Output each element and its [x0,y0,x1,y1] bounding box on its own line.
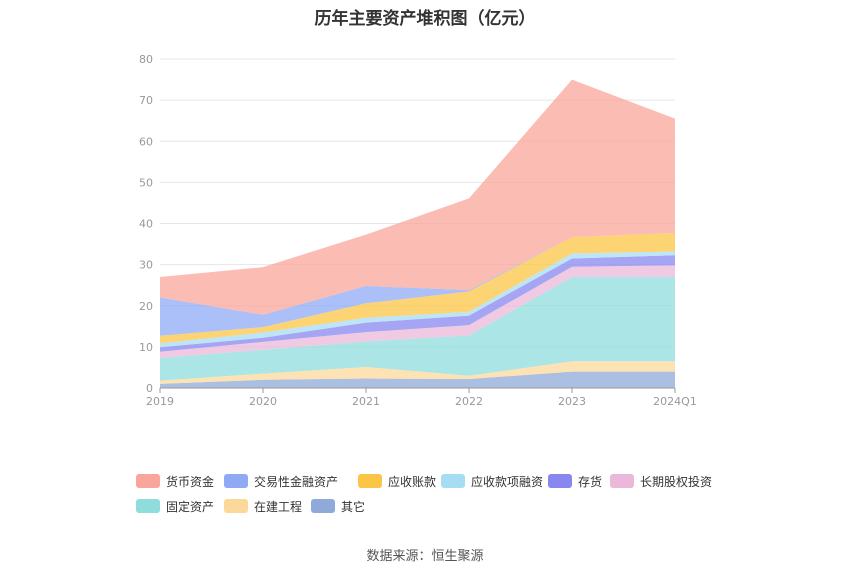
x-tick-label: 2020 [249,395,277,408]
legend-swatch [610,474,634,488]
legend-label: 交易性金融资产 [254,474,339,489]
legend-swatch [311,499,335,513]
y-tick-label: 60 [139,135,153,148]
legend-item[interactable]: 应收款项融资 [441,472,543,490]
legend-label: 长期股权投资 [640,474,713,489]
legend-swatch [136,499,160,513]
x-tick-label: 2021 [352,395,380,408]
chart-title: 历年主要资产堆积图（亿元） [314,9,536,29]
legend-swatch [224,499,248,513]
legend-item[interactable]: 应收账款 [358,472,436,490]
legend-label: 应收款项融资 [471,474,544,489]
y-tick-label: 70 [139,94,153,107]
area-series-3 [160,265,675,358]
area-series-1 [160,361,675,384]
area-series-7 [160,233,675,336]
legend-item[interactable]: 交易性金融资产 [224,472,338,490]
legend-label: 存货 [578,474,603,489]
legend-item[interactable]: 其它 [311,497,365,515]
y-tick-label: 40 [139,218,153,231]
y-tick-label: 80 [139,53,153,66]
area-series-4 [160,255,675,352]
legend-swatch [358,474,382,488]
legend-swatch [548,474,572,488]
legend-label: 其它 [341,499,366,514]
legend-label: 固定资产 [166,499,215,514]
legend-label: 在建工程 [254,499,303,514]
y-tick-label: 30 [139,259,153,272]
x-tick-label: 2022 [455,395,483,408]
y-tick-label: 10 [139,341,153,354]
area-series-8 [160,79,675,315]
legend-swatch [136,474,160,488]
legend-item[interactable]: 固定资产 [136,497,214,515]
area-series-2 [160,277,675,381]
area-series-6 [160,233,675,344]
x-tick-label: 2023 [558,395,586,408]
legend-item[interactable]: 存货 [548,472,602,490]
x-tick-label: 2019 [146,395,174,408]
legend-label: 应收账款 [388,474,437,489]
legend-swatch [224,474,248,488]
legend-swatch [441,474,465,488]
y-tick-label: 0 [146,382,153,395]
y-tick-label: 50 [139,176,153,189]
legend-item[interactable]: 在建工程 [224,497,302,515]
area-series [160,79,675,388]
legend-label: 货币资金 [166,474,215,489]
x-tick-label: 2024Q1 [653,395,697,408]
area-series-0 [160,371,675,388]
legend-item[interactable]: 长期股权投资 [610,472,712,490]
stacked-area-chart: 0 10 20 30 40 50 60 70 80 2019 2020 2021 2022 2023 202… [139,53,697,408]
data-source: 数据来源：恒生聚源 [366,549,484,564]
axes: 0 10 20 30 40 50 60 70 80 2019 2020 2021 2022 2023 202… [139,53,697,408]
y-tick-label: 20 [139,300,153,313]
legend-item[interactable]: 货币资金 [136,472,214,490]
